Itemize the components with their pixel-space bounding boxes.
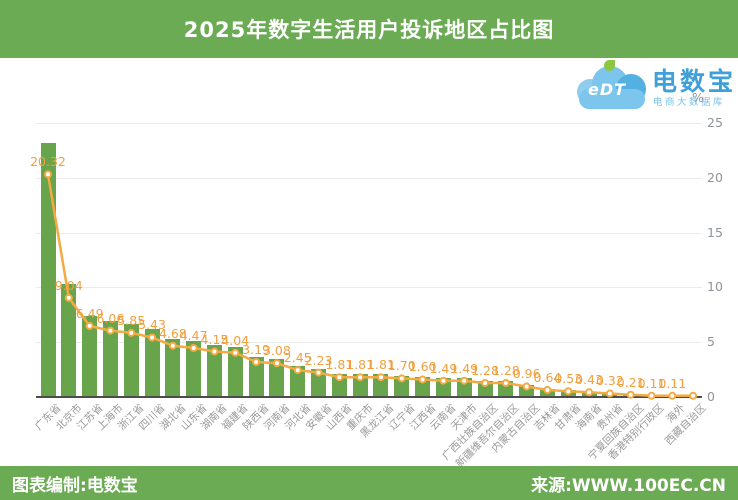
chart-credit: 图表编制:电数宝 bbox=[12, 475, 138, 496]
value-label: 0.64 bbox=[533, 369, 562, 385]
bar bbox=[102, 321, 118, 397]
value-label: 4.15 bbox=[200, 331, 229, 347]
value-label: 6.06 bbox=[96, 310, 125, 326]
value-label: 3.08 bbox=[262, 343, 291, 359]
bar bbox=[186, 341, 202, 397]
value-label: 0.32 bbox=[595, 373, 624, 389]
bar bbox=[311, 369, 327, 397]
brand-logo: eDT 电数宝 电商大数据库 bbox=[576, 60, 736, 116]
brand-subtitle: 电商大数据库 bbox=[653, 97, 726, 108]
bar bbox=[352, 374, 368, 397]
y-axis-tick: 0 bbox=[707, 389, 715, 404]
page-title: 2025年数字生活用户投诉地区占比图 bbox=[183, 18, 555, 42]
leaf-icon bbox=[604, 60, 615, 71]
y-axis-tick: 5 bbox=[707, 334, 715, 350]
value-label: 1.70 bbox=[387, 358, 416, 374]
logo-monogram: eDT bbox=[588, 80, 627, 99]
value-label: 1.28 bbox=[471, 362, 499, 378]
value-label: 1.60 bbox=[408, 359, 437, 375]
bar bbox=[61, 284, 77, 397]
bar bbox=[456, 378, 472, 397]
gridline bbox=[36, 232, 702, 234]
value-label: 0.21 bbox=[616, 374, 645, 390]
gridline bbox=[36, 123, 702, 124]
y-axis-tick: 25 bbox=[707, 115, 723, 130]
bar bbox=[40, 143, 56, 397]
value-label: 0.96 bbox=[512, 366, 541, 382]
bar bbox=[331, 374, 347, 397]
bar bbox=[206, 345, 222, 397]
brand-name: 电数宝 bbox=[652, 67, 737, 96]
value-label: 5.85 bbox=[117, 312, 146, 328]
footer-bar: 图表编制:电数宝 来源:WWW.100EC.CN bbox=[0, 466, 738, 500]
value-label: 4.47 bbox=[179, 328, 208, 343]
value-label: 4.04 bbox=[221, 332, 250, 348]
value-label: 1.81 bbox=[325, 357, 354, 373]
value-label: 4.68 bbox=[158, 325, 187, 341]
bar bbox=[477, 381, 493, 397]
value-label: 2.23 bbox=[304, 352, 333, 368]
value-label: 0.43 bbox=[575, 372, 603, 388]
value-label: 1.49 bbox=[450, 360, 479, 376]
y-axis-tick: 20 bbox=[707, 169, 723, 185]
header-bar: 2025年数字生活用户投诉地区占比图 bbox=[0, 0, 738, 58]
source-text: 来源:WWW.100EC.CN bbox=[531, 475, 726, 496]
bar bbox=[373, 374, 389, 397]
y-axis-tick: 10 bbox=[707, 279, 723, 295]
bar bbox=[415, 377, 431, 397]
value-label: 3.19 bbox=[242, 342, 271, 358]
bar bbox=[435, 378, 451, 397]
bar bbox=[123, 323, 139, 397]
value-label: 1.28 bbox=[491, 362, 520, 378]
y-axis-tick: 15 bbox=[707, 224, 723, 240]
value-label: 9.04 bbox=[54, 277, 83, 293]
gridline bbox=[36, 177, 702, 179]
gridline bbox=[36, 287, 702, 289]
value-label: 5.43 bbox=[138, 317, 166, 333]
value-label: 2.45 bbox=[283, 350, 312, 366]
value-label: 20.32 bbox=[30, 154, 66, 170]
cloud-logo-icon: eDT bbox=[576, 60, 648, 114]
bar bbox=[498, 381, 514, 397]
value-label: 1.81 bbox=[346, 357, 375, 373]
value-label: 0.11 bbox=[658, 375, 687, 391]
y-axis-unit: % bbox=[692, 90, 704, 105]
bar bbox=[165, 338, 181, 397]
x-axis-line bbox=[36, 396, 702, 398]
bar bbox=[290, 366, 306, 397]
value-label: 6.49 bbox=[75, 305, 104, 321]
bar bbox=[82, 315, 98, 397]
value-label: 0.53 bbox=[554, 371, 583, 387]
bar bbox=[248, 357, 264, 397]
bar bbox=[394, 375, 410, 397]
value-label: 0.11 bbox=[637, 375, 666, 391]
value-label: 1.81 bbox=[367, 357, 395, 373]
value-label: 1.49 bbox=[429, 360, 458, 376]
